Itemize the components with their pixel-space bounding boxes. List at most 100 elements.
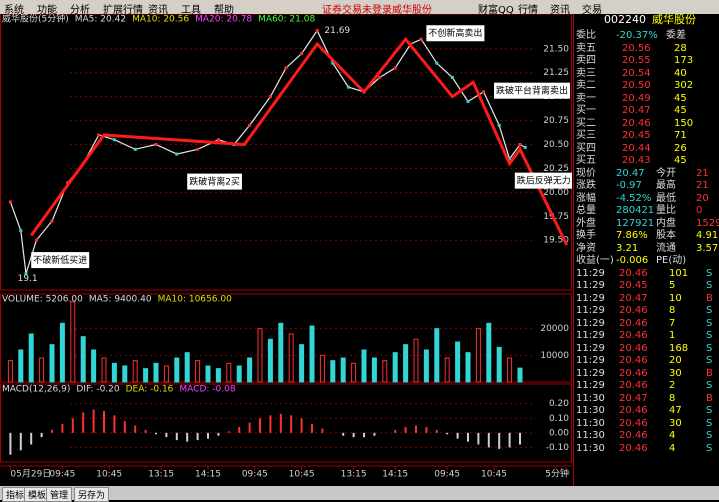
quote-cell: 今开 (656, 167, 676, 179)
quote-cell: 45 (674, 92, 687, 104)
quote-cell: S (706, 430, 713, 441)
volume-bar (195, 360, 201, 383)
price-point (268, 95, 272, 99)
top-button[interactable]: 交易 (582, 5, 602, 16)
quote-row: 委比 -20.37% 委差 (574, 30, 719, 43)
quote-cell: 20.55 (622, 55, 651, 66)
top-button[interactable]: 财富QQ (478, 5, 514, 16)
volume-bar (28, 333, 34, 383)
quote-cell: S (706, 405, 713, 416)
quote-cell: 11:30 (576, 392, 605, 404)
quote-cell: 4 (669, 430, 676, 441)
volume-bar (382, 360, 388, 383)
volume-bar (122, 365, 128, 383)
panel-header: MACD(12,26,9) (2, 385, 70, 395)
quote-cell: 20.46 (619, 330, 648, 341)
quote-cell: 20.43 (622, 155, 651, 166)
quote-cell: 20 (696, 192, 709, 204)
quote-cell: 20.46 (619, 305, 648, 316)
volume-bar (517, 367, 523, 383)
quote-cell: 买四 (576, 142, 596, 154)
price-point (19, 229, 23, 233)
y-tick-label: 19.75 (543, 212, 569, 222)
volume-bar (257, 328, 263, 383)
menu-item[interactable]: 工具 (181, 5, 201, 16)
price-point (315, 29, 319, 33)
price-point (24, 272, 28, 276)
quote-row: 11:29 20.46 30 B (574, 368, 719, 381)
price-point (300, 52, 304, 56)
volume-bar (111, 362, 117, 383)
quote-row: 11:29 20.46 8 S (574, 305, 719, 318)
panel-header: DEA: -0.16 (126, 385, 174, 395)
quote-cell: 1 (669, 330, 676, 341)
quote-row: 卖四 20.55 173 (574, 55, 719, 68)
price-point (34, 238, 38, 242)
volume-bar (507, 357, 513, 383)
quote-cell: 11:30 (576, 442, 605, 454)
quote-cell: 11:29 (576, 380, 605, 391)
menu-item[interactable]: 系统 (4, 5, 24, 16)
quote-cell: S (706, 305, 713, 316)
volume-bar (163, 365, 169, 383)
quote-cell: S (706, 355, 713, 366)
quote-cell: 20.47 (619, 292, 648, 304)
top-button[interactable]: 行情 (518, 5, 538, 16)
price-point (419, 37, 423, 41)
quote-cell: 20.49 (622, 92, 651, 104)
quote-header: 002240 威华股份 (574, 13, 719, 30)
volume-bar (361, 349, 367, 383)
menu-item[interactable]: 分析 (70, 5, 90, 16)
quote-cell: 20.46 (619, 417, 648, 429)
quote-cell: -0.006 (616, 255, 649, 266)
volume-bar (486, 322, 492, 383)
y-tick-label: 0.10 (549, 414, 569, 424)
volume-bar (299, 344, 305, 383)
quote-cell: 40 (674, 67, 687, 79)
volume-bar (132, 360, 138, 383)
time-label: 14:15 (382, 470, 408, 480)
annotation: 19.1 (18, 274, 38, 284)
annotation-box (187, 173, 242, 190)
quote-cell: 最高 (656, 180, 676, 191)
quote-cell: 20.47 (616, 167, 645, 179)
price-point (154, 143, 158, 147)
time-label: 09:45 (49, 470, 75, 480)
quote-cell: 总量 (576, 205, 596, 216)
menu-item[interactable]: 扩展行情 (103, 5, 143, 16)
y-tick-label: 21.25 (543, 68, 569, 78)
price-point (8, 200, 12, 204)
quote-cell: 20.54 (622, 67, 651, 79)
quote-cell: 外盘 (576, 217, 596, 229)
y-tick-label: 0.20 (549, 399, 569, 409)
top-button[interactable]: 资讯 (550, 5, 570, 16)
price-point (346, 85, 350, 89)
quote-row: 换手 7.86% 股本 4.91 (574, 230, 719, 243)
volume-bar (392, 352, 398, 383)
quote-cell: 28 (674, 42, 687, 54)
quote-row: 收益(一) -0.006 PE(动) (574, 255, 719, 268)
menu-item[interactable]: 功能 (37, 5, 57, 16)
quote-cell: 11:29 (576, 292, 605, 304)
y-tick-label: -0.10 (546, 443, 570, 453)
quote-cell: 7 (669, 317, 676, 329)
volume-bar (278, 322, 284, 383)
quote-cell: B (706, 392, 713, 404)
quote-cell: 11:29 (576, 367, 605, 379)
trend-line (29, 36, 569, 246)
quote-cell: 11:29 (576, 342, 605, 354)
quote-row: 11:29 20.46 2 S (574, 380, 719, 393)
quote-cell: 20 (669, 355, 682, 366)
quote-row: 净资 3.21 流通 3.57 (574, 243, 719, 256)
time-label: 13:15 (148, 470, 174, 480)
quote-row: 卖一 20.49 45 (574, 93, 719, 106)
quote-cell: 卖一 (576, 92, 596, 104)
menu-item[interactable]: 帮助 (214, 5, 234, 16)
quote-cell: S (706, 317, 713, 329)
quote-cell: 30 (669, 417, 682, 429)
quote-cell: 45 (674, 155, 687, 166)
time-label: 09:45 (434, 470, 460, 480)
menu-item[interactable]: 资讯 (148, 5, 168, 16)
panel-header: MA10: 20.56 (132, 15, 189, 25)
quote-cell: -4.52% (616, 192, 652, 204)
